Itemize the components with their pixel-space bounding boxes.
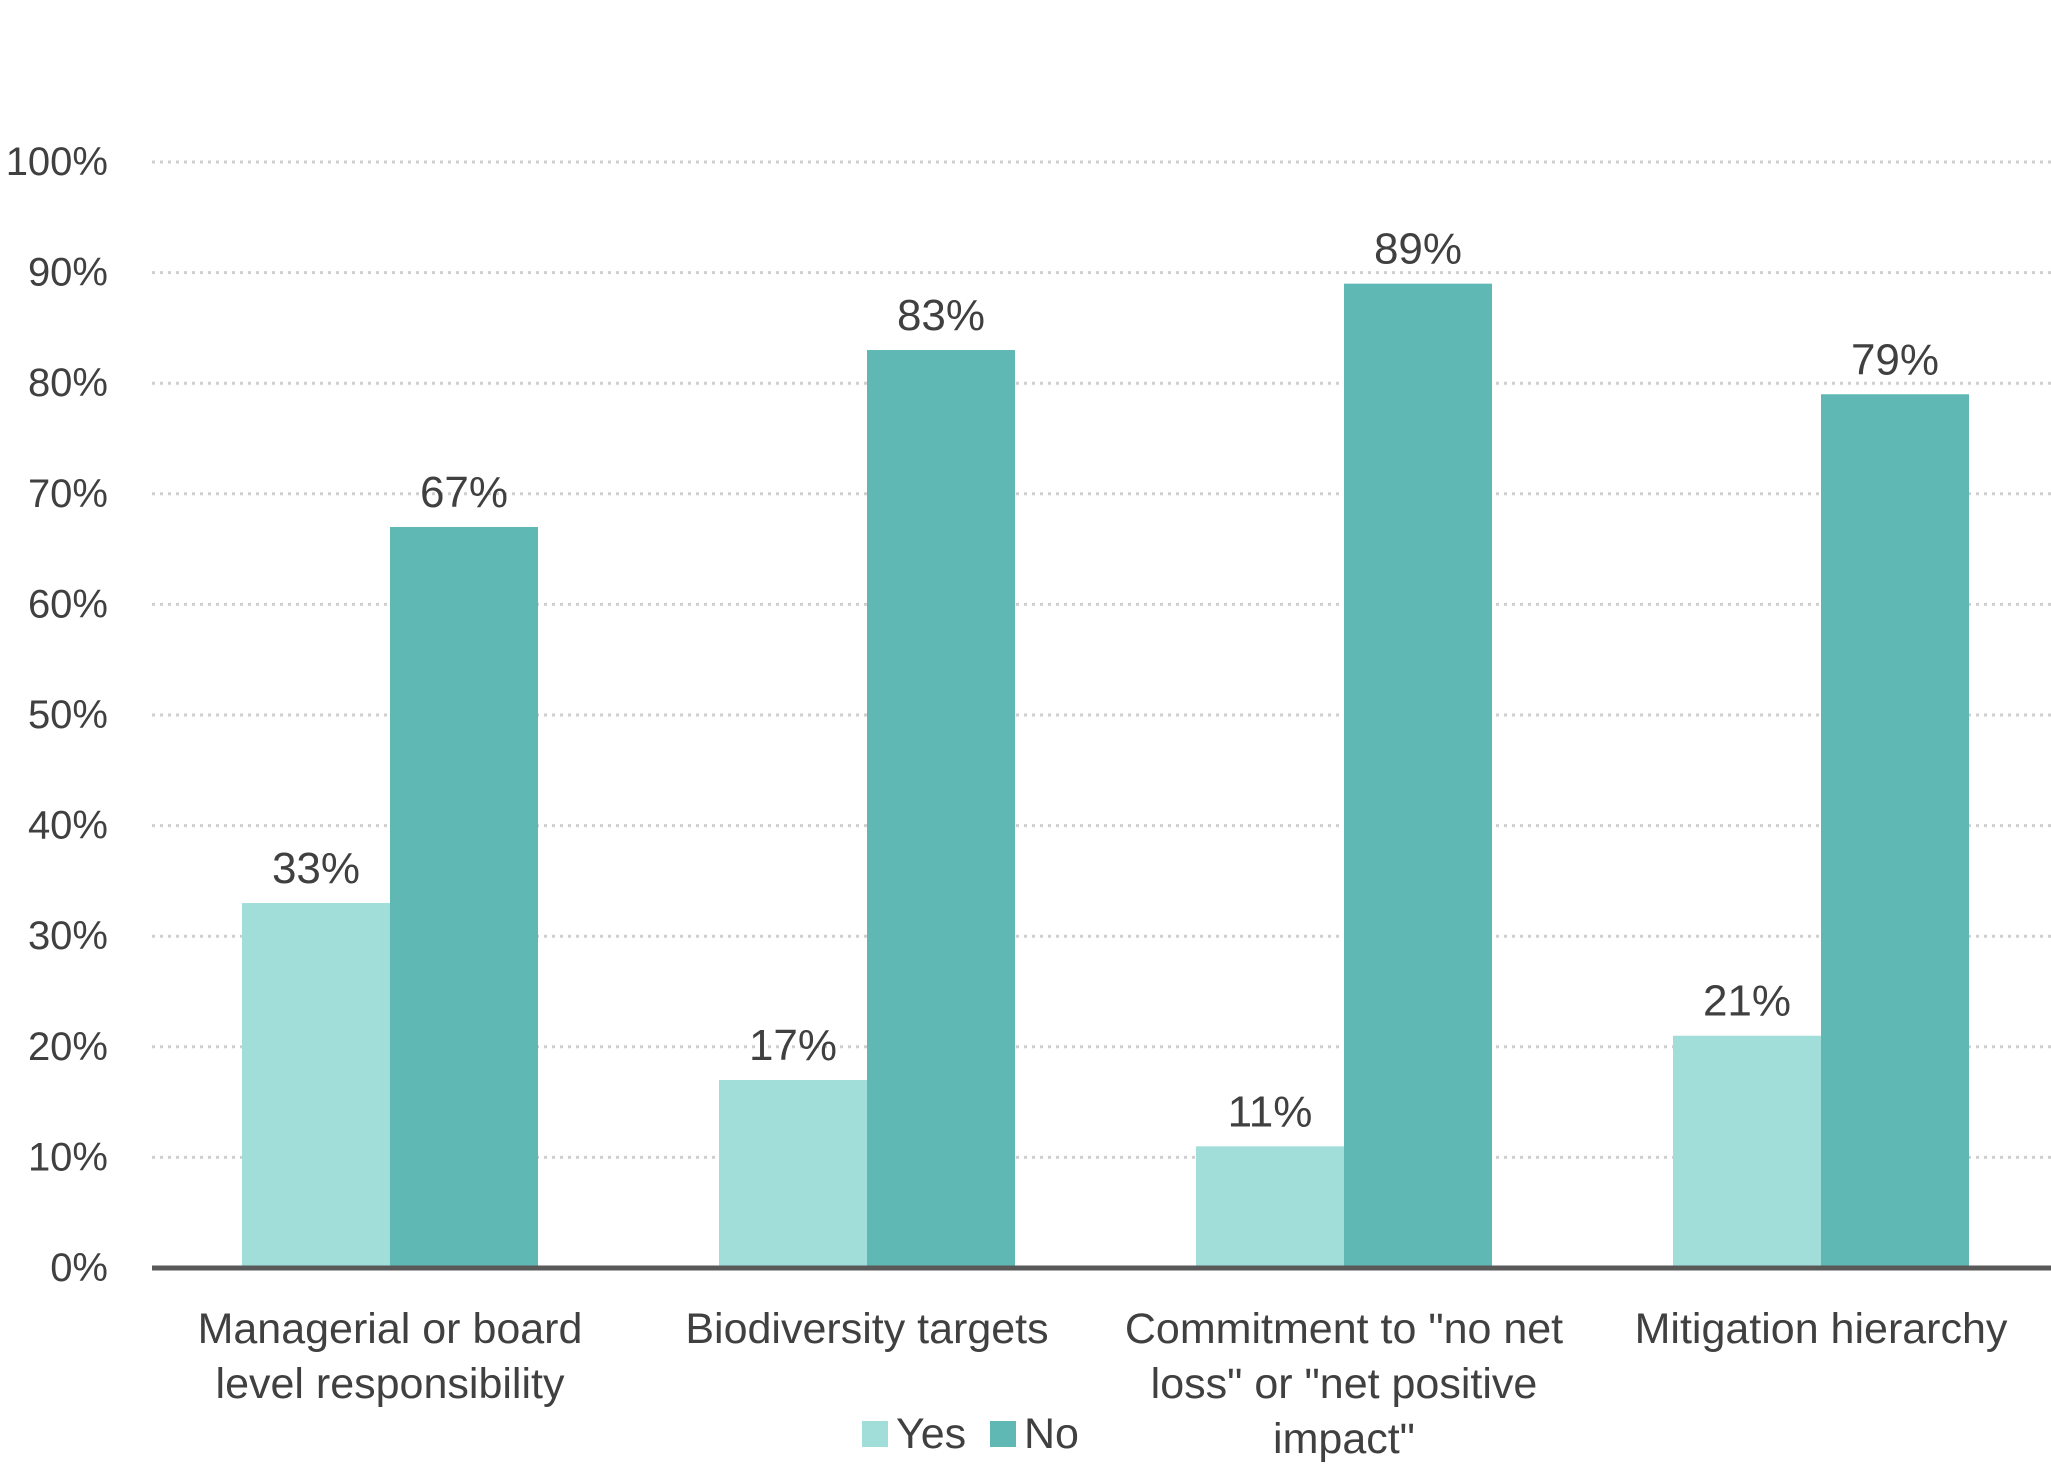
category-label-line: Biodiversity targets xyxy=(685,1305,1048,1353)
bar-yes-2 xyxy=(719,1079,867,1268)
data-label-yes-3: 11% xyxy=(1228,1087,1313,1136)
legend-swatch-yes xyxy=(862,1421,888,1447)
y-tick-label: 80% xyxy=(28,361,108,405)
bars xyxy=(242,283,1969,1268)
bar-no-2 xyxy=(867,350,1015,1268)
data-label-no-1: 67% xyxy=(420,468,508,517)
bar-yes-1 xyxy=(242,903,390,1268)
category-label-line: Mitigation hierarchy xyxy=(1635,1305,2008,1353)
category-label-3: Commitment to "no net loss" or "net posit… xyxy=(1125,1305,1563,1463)
category-label-1: Managerial or board level responsibility xyxy=(198,1305,583,1408)
category-label-2: Biodiversity targets xyxy=(685,1305,1048,1353)
legend-label-no: No xyxy=(1024,1410,1079,1458)
data-label-no-4: 79% xyxy=(1851,335,1939,384)
y-tick-label: 90% xyxy=(28,251,108,295)
data-labels: 33% 67% 17% 83% 11% 89% 21% 79% xyxy=(272,225,1939,1137)
category-label-4: Mitigation hierarchy xyxy=(1635,1305,2008,1353)
bar-no-1 xyxy=(390,526,538,1268)
category-label-line: level responsibility xyxy=(216,1360,565,1408)
category-label-line: loss" or "net positive xyxy=(1151,1360,1538,1408)
bar-yes-3 xyxy=(1196,1146,1344,1268)
y-tick-label: 20% xyxy=(28,1025,108,1069)
bar-no-3 xyxy=(1344,283,1492,1268)
category-label-line: Managerial or board xyxy=(198,1305,583,1353)
bar-no-4 xyxy=(1821,394,1969,1268)
y-tick-label: 0% xyxy=(50,1246,108,1290)
legend-label-yes: Yes xyxy=(896,1410,966,1458)
category-label-line: impact" xyxy=(1273,1415,1415,1463)
y-tick-label: 10% xyxy=(28,1135,108,1179)
legend-swatch-no xyxy=(990,1421,1016,1447)
data-label-yes-2: 17% xyxy=(749,1021,837,1070)
y-tick-label: 100% xyxy=(6,140,108,184)
data-label-no-2: 83% xyxy=(897,291,985,340)
data-label-yes-4: 21% xyxy=(1703,977,1791,1026)
data-label-no-3: 89% xyxy=(1374,225,1462,274)
y-tick-label: 50% xyxy=(28,693,108,737)
y-tick-label: 40% xyxy=(28,804,108,848)
bar-yes-4 xyxy=(1673,1035,1821,1268)
legend: Yes No xyxy=(862,1410,1079,1458)
y-tick-label: 70% xyxy=(28,472,108,516)
category-labels: Managerial or board level responsibility B… xyxy=(198,1305,2008,1463)
y-axis-tick-labels: 0% 10% 20% 30% 40% 50% 60% 70% 80% 90% 100% xyxy=(6,140,108,1290)
y-tick-label: 30% xyxy=(28,914,108,958)
category-label-line: Commitment to "no net xyxy=(1125,1305,1563,1353)
y-tick-label: 60% xyxy=(28,582,108,626)
data-label-yes-1: 33% xyxy=(272,844,360,893)
